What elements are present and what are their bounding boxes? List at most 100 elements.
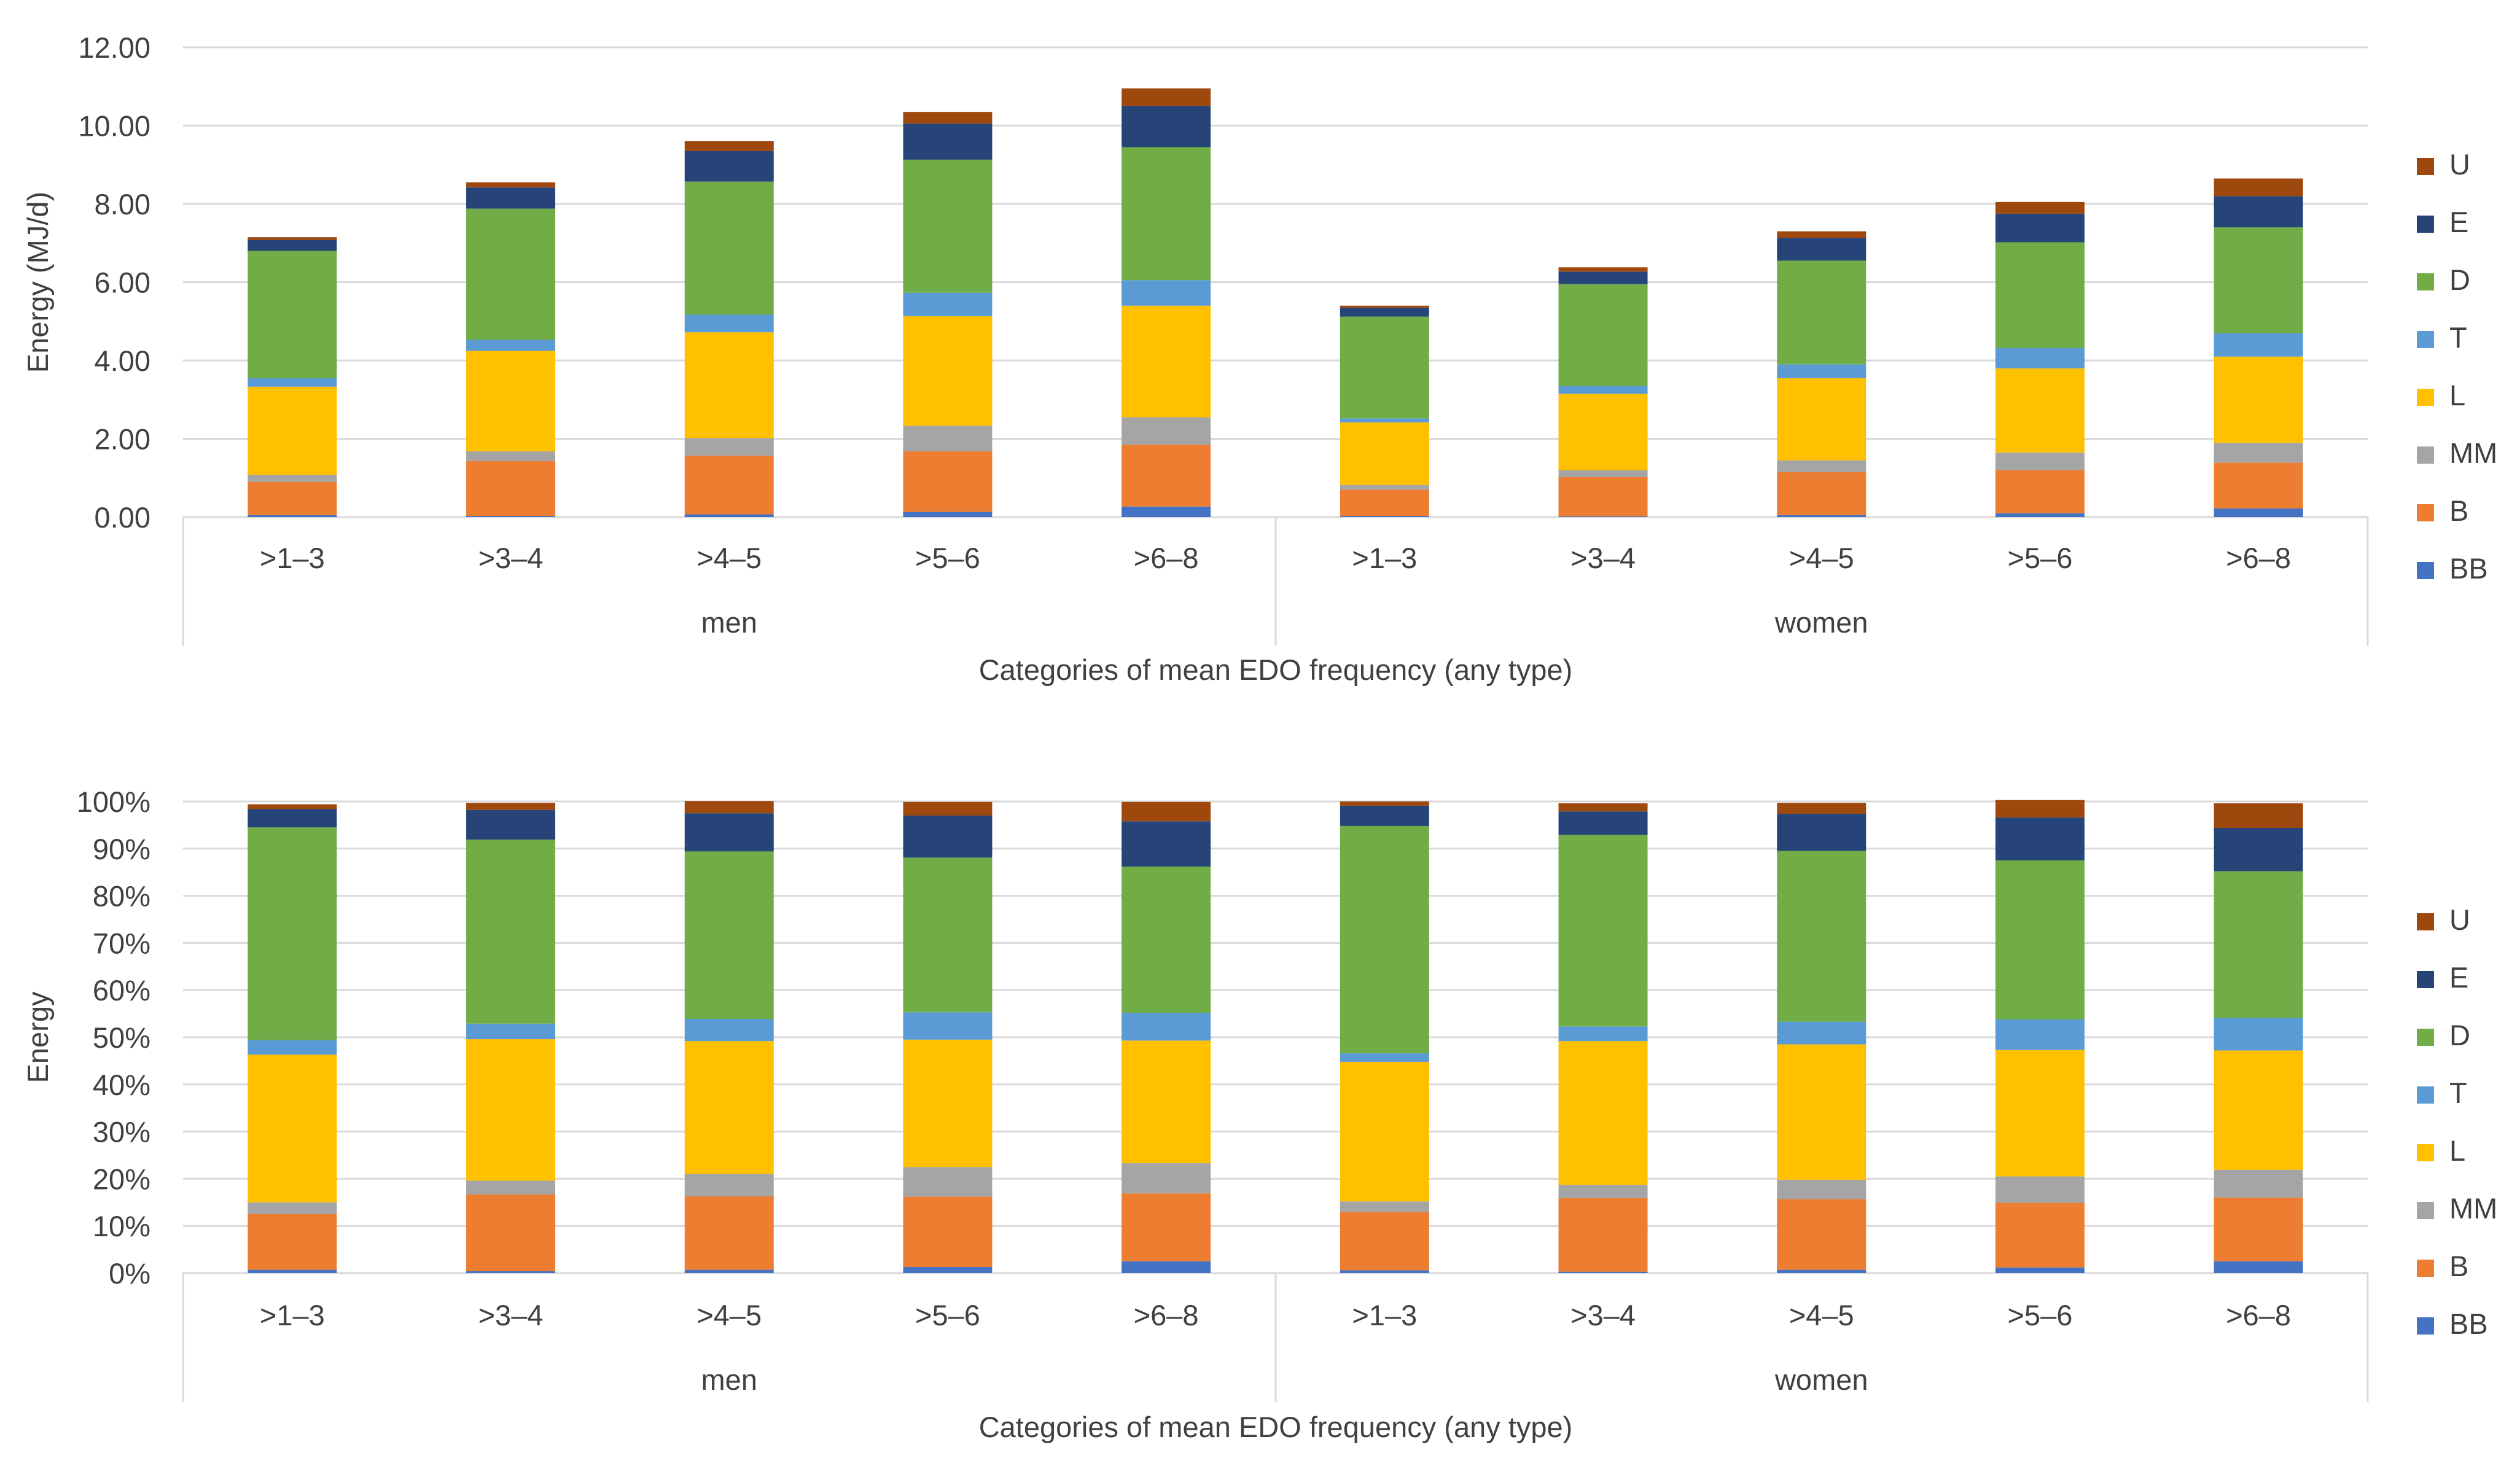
bar-segment-e	[1558, 271, 1648, 284]
bar-segment-u	[1340, 801, 1429, 806]
legend-label-b: B	[2449, 1250, 2468, 1282]
bar-segment-d	[2214, 227, 2303, 333]
y-tick-label: 0.00	[95, 501, 150, 534]
bar-segment-b	[903, 1196, 993, 1268]
bar-segment-t	[466, 1023, 556, 1040]
bar-segment-d	[1558, 835, 1648, 1027]
legend-swatch-b	[2417, 1260, 2434, 1277]
bar-segment-d	[1340, 825, 1429, 1054]
bar-segment-e	[1995, 213, 2085, 243]
legend-label-e: E	[2449, 961, 2468, 994]
absolute-energy-chart: 0.00 2.00 4.00 6.00 8.00 10.00 12.00 >1–3 >3–4 >4…	[21, 31, 2497, 686]
bar-segment-mm	[2214, 1169, 2303, 1198]
bar-segment-t	[1995, 348, 2085, 368]
bar-segment-e	[1558, 811, 1648, 835]
bar-segment-b	[1122, 1193, 1211, 1261]
bar-segment-mm	[903, 1167, 993, 1197]
bar-segment-l	[1777, 1044, 1867, 1180]
x-axis-label: Categories of mean EDO frequency (any ty…	[979, 1411, 1573, 1443]
bar-segment-mm	[1777, 460, 1867, 472]
bar-segment-bb	[248, 515, 337, 517]
bar-segment-l	[1122, 305, 1211, 418]
bar-segment-u	[1122, 88, 1211, 106]
y-tick-label: 100%	[77, 785, 150, 818]
bar-segment-b	[248, 481, 337, 515]
bar-segment-d	[903, 159, 993, 293]
bar-segment-u	[684, 801, 774, 814]
bar-segment-mm	[466, 1180, 556, 1194]
bar-segment-l	[2214, 1050, 2303, 1170]
bar-segment-mm	[1340, 1201, 1429, 1212]
bar-segment-t	[903, 1012, 993, 1040]
bar-segment-u	[2214, 803, 2303, 828]
legend-label-bb: BB	[2449, 1307, 2488, 1340]
bar-segment-b	[1777, 1199, 1867, 1270]
bar-segment-e	[903, 123, 993, 160]
bar-segment-mm	[1995, 452, 2085, 470]
bar-segment-t	[684, 1019, 774, 1042]
bar-segment-l	[1995, 368, 2085, 453]
bar-segment-e	[684, 150, 774, 182]
y-tick-label: 8.00	[95, 188, 150, 220]
bar-segment-t	[466, 340, 556, 351]
legend-swatch-l	[2417, 389, 2434, 406]
legend-swatch-mm	[2417, 1202, 2434, 1219]
legend-label-d: D	[2449, 263, 2470, 296]
bar-segment-e	[1122, 821, 1211, 867]
y-tick-label: 0%	[109, 1257, 150, 1290]
y-axis-label: Energy	[21, 991, 54, 1083]
bar-segment-u	[1122, 801, 1211, 822]
bar-segment-l	[1340, 422, 1429, 485]
x-tick-label: >4–5	[696, 542, 762, 574]
legend-label-b: B	[2449, 494, 2468, 527]
bar-segment-t	[1995, 1019, 2085, 1050]
bar-segment-t	[248, 1040, 337, 1055]
bar-segment-u	[248, 804, 337, 809]
bar-segment-bb	[1995, 513, 2085, 517]
x-tick-label: >4–5	[696, 1299, 762, 1331]
bar-segment-d	[2214, 871, 2303, 1018]
bar-segment-b	[466, 1194, 556, 1271]
legend-label-mm: MM	[2449, 1192, 2497, 1225]
x-tick-label: >6–8	[1134, 542, 1199, 574]
bar-segment-mm	[903, 426, 993, 451]
bar-segment-t	[1777, 364, 1867, 378]
x-tick-label: >4–5	[1789, 1299, 1854, 1331]
bar-segment-mm	[2214, 442, 2303, 463]
bar-segment-mm	[466, 451, 556, 461]
bar-segment-u	[466, 182, 556, 188]
bar-segment-e	[1340, 805, 1429, 826]
bar-segment-bb	[684, 514, 774, 517]
bar-segment-d	[1340, 316, 1429, 419]
bar-segment-b	[1558, 1198, 1648, 1272]
bar-segment-b	[2214, 1198, 2303, 1261]
legend-label-u: U	[2449, 903, 2470, 936]
group-label: men	[701, 606, 757, 639]
x-tick-label: >1–3	[260, 542, 325, 574]
bar-segment-d	[1558, 284, 1648, 386]
x-tick-label: >6–8	[2226, 542, 2291, 574]
bar-segment-b	[1340, 1212, 1429, 1271]
bar-segment-bb	[2214, 1261, 2303, 1273]
y-tick-label: 10%	[93, 1210, 150, 1242]
bar-segment-u	[1558, 803, 1648, 812]
bar-segment-mm	[248, 475, 337, 482]
y-tick-label: 20%	[93, 1163, 150, 1195]
legend-label-l: L	[2449, 1134, 2465, 1167]
bar-segment-t	[903, 292, 993, 316]
legend-swatch-t	[2417, 1086, 2434, 1104]
bar-segment-u	[1340, 305, 1429, 308]
bar-segment-mm	[1340, 485, 1429, 490]
bar-segment-b	[684, 1196, 774, 1270]
x-tick-label: >6–8	[1134, 1299, 1199, 1331]
bar-segment-e	[1122, 106, 1211, 147]
legend-swatch-d	[2417, 1029, 2434, 1046]
bar-segment-e	[466, 187, 556, 209]
x-tick-label: >5–6	[915, 542, 980, 574]
legend-label-bb: BB	[2449, 552, 2488, 585]
bar-segment-d	[1777, 260, 1867, 365]
x-tick-label: >5–6	[2008, 1299, 2073, 1331]
x-tick-label: >6–8	[2226, 1299, 2291, 1331]
bar-segment-t	[1340, 418, 1429, 423]
y-tick-label: 50%	[93, 1021, 150, 1054]
